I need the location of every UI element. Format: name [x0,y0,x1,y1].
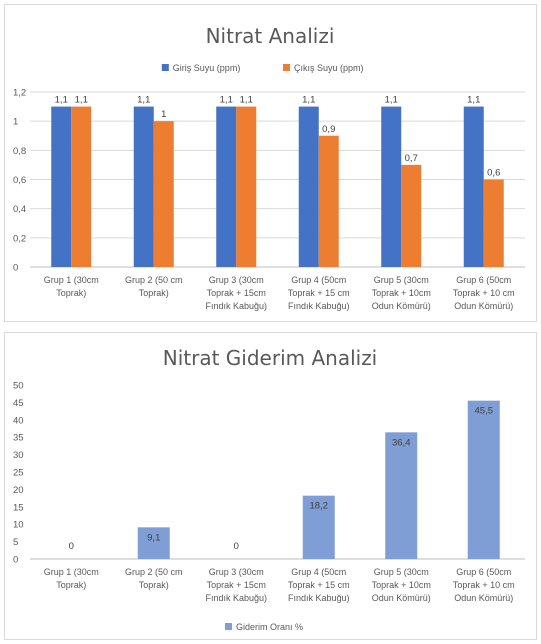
category-label: Toprak) [56,580,86,590]
data-label: 1,1 [75,95,88,106]
data-label: 18,2 [310,501,329,512]
data-label: 45,5 [475,406,494,417]
y-tick-label: 45 [13,398,24,409]
legend-swatch [225,623,232,630]
category-label: Toprak + 15cm [207,288,266,298]
category-label: Grup 1 (30cm [44,567,99,577]
bar [483,179,504,267]
category-label: Odun Kömürü) [454,593,513,603]
bar [51,106,72,267]
data-label: 1,1 [302,95,315,106]
y-tick-label: 0,8 [13,146,26,157]
y-tick-label: 0,2 [13,233,26,244]
category-label: Grup 4 (50cm [291,567,346,577]
category-label: Toprak) [139,288,169,298]
bar [236,106,257,267]
category-label: Toprak + 10cm [372,288,431,298]
y-tick-label: 0,6 [13,175,26,186]
data-label: 0,9 [322,124,335,135]
category-label: Toprak + 10 cm [453,580,515,590]
nitrat-giderim-chart: Nitrat Giderim Analizi 0 5 10 15 20 25 30 35 40 4… [4,332,537,640]
data-label: 1,1 [467,95,480,106]
bar [137,527,170,559]
y-tick-label: 5 [13,537,18,548]
legend-label: Giderim Oranı % [236,622,303,632]
category-label: Fındık Kabuğu) [205,301,267,311]
category-label: Grup 6 (50cm [456,567,511,577]
bar [401,164,422,267]
data-label: 0 [69,541,74,552]
category-label: Grup 4 (50cm [291,275,346,285]
bar [318,135,339,267]
y-tick-label: 25 [13,468,24,479]
data-label: 0 [234,541,239,552]
y-tick-label: 0 [13,555,18,566]
y-tick-label: 20 [13,485,24,496]
y-tick-label: 50 [13,381,24,392]
bar [71,106,92,267]
legend-label: Giriş Suyu (ppm) [173,63,241,73]
data-label: 1 [161,109,166,120]
bar [381,106,402,267]
bar [463,106,484,267]
category-label: Fındık Kabuğu) [205,593,267,603]
y-tick-label: 30 [13,450,24,461]
y-tick-label: 1,2 [13,88,26,99]
category-label: Toprak) [56,288,86,298]
category-label: Toprak + 15 cm [288,288,350,298]
y-tick-label: 0 [13,263,18,274]
category-label: Fındık Kabuğu) [288,301,350,311]
data-label: 1,1 [240,95,253,106]
chart-title: Nitrat Giderim Analizi [163,346,378,370]
nitrat-analizi-chart: Nitrat Analizi 0 0,2 0,4 0,6 0,8 1 1,2 1,1 1,1 1,… [4,4,537,322]
data-label: 9,1 [147,532,160,543]
category-label: Grup 1 (30cm [44,275,99,285]
category-label: Fındık Kabuğu) [288,593,350,603]
y-tick-label: 15 [13,502,24,513]
bar [298,106,319,267]
legend-swatch [161,64,169,71]
y-tick-label: 1 [13,117,18,128]
category-label: Odun Kömürü) [372,593,431,603]
category-label: Grup 3 (30cm [209,567,264,577]
nitrat-analizi-svg: Nitrat Analizi 0 0,2 0,4 0,6 0,8 1 1,2 1,1 1,1 1,… [13,24,525,311]
data-label: 0,7 [405,153,418,164]
bar [302,495,335,559]
category-label: Toprak + 10 cm [453,288,515,298]
category-label: Grup 6 (50cm [456,275,511,285]
y-tick-label: 10 [13,520,24,531]
category-label: Grup 3 (30cm [209,275,264,285]
category-label: Grup 5 (30cm [374,275,429,285]
category-label: Odun Kömürü) [454,301,513,311]
bar [216,106,237,267]
bar [467,400,500,559]
data-label: 1,1 [55,95,68,106]
data-label: 1,1 [220,95,233,106]
legend-label: Çıkış Suyu (ppm) [294,63,364,73]
data-label: 1,1 [385,95,398,106]
y-tick-label: 35 [13,433,24,444]
data-label: 0,6 [487,168,500,179]
legend-swatch [283,64,290,71]
category-label: Grup 2 (50 cm [125,567,183,577]
category-label: Grup 5 (30cm [374,567,429,577]
y-tick-label: 40 [13,415,24,426]
chart-title: Nitrat Analizi [206,24,335,48]
bar [153,121,174,268]
nitrat-giderim-svg: Nitrat Giderim Analizi 0 5 10 15 20 25 30 35 40 4… [13,346,525,632]
category-label: Grup 2 (50 cm [125,275,183,285]
category-label: Toprak + 15cm [207,580,266,590]
data-label: 1,1 [137,95,150,106]
bar [385,432,418,559]
category-label: Toprak + 15 cm [288,580,350,590]
category-label: Toprak) [139,580,169,590]
data-label: 36,4 [392,437,411,448]
bar [133,106,154,267]
category-label: Odun Kömürü) [372,301,431,311]
y-tick-label: 0,4 [13,204,26,215]
category-label: Toprak + 10cm [372,580,431,590]
